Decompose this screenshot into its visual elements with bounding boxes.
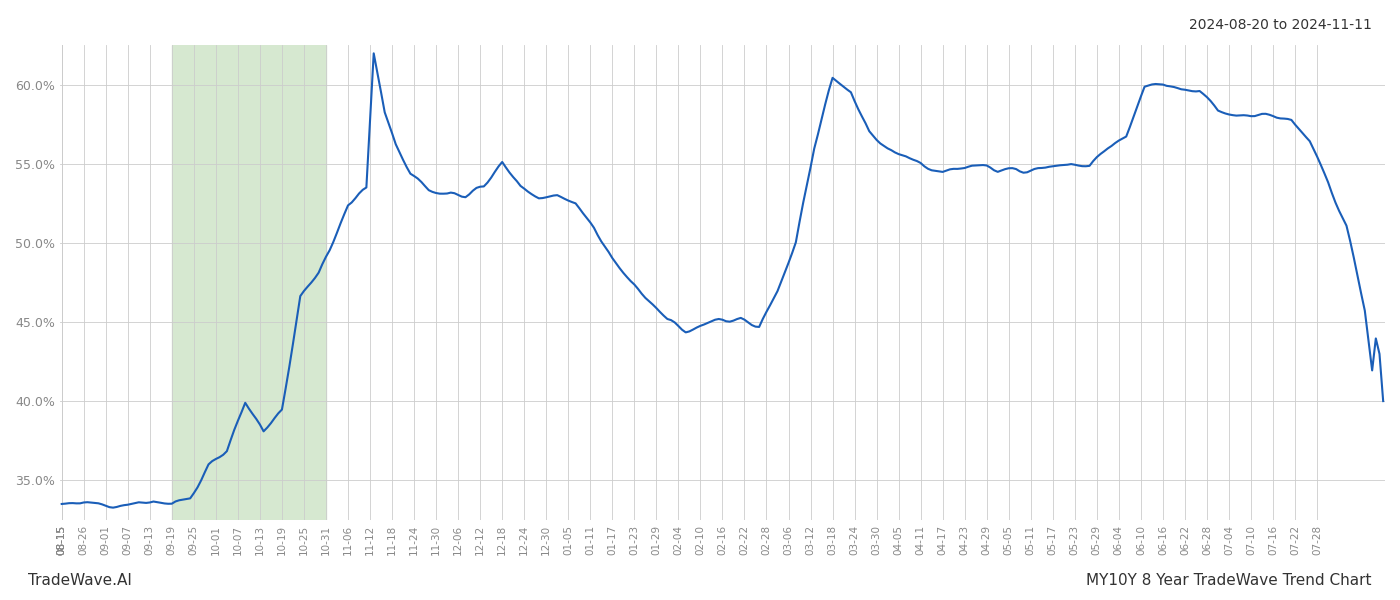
Bar (172, 45, 326, 520)
Text: TradeWave.AI: TradeWave.AI (28, 573, 132, 588)
Text: MY10Y 8 Year TradeWave Trend Chart: MY10Y 8 Year TradeWave Trend Chart (1086, 573, 1372, 588)
Text: 2024-08-20 to 2024-11-11: 2024-08-20 to 2024-11-11 (1189, 18, 1372, 32)
